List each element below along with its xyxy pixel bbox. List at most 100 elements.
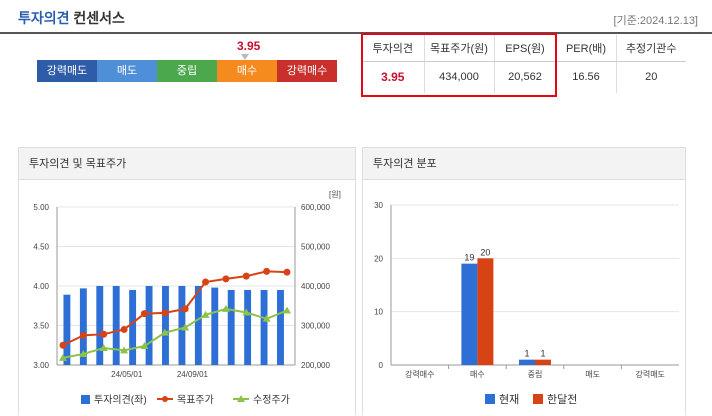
- header-opinion: 투자의견: [362, 35, 424, 62]
- page-title: 투자의견 컨센서스: [18, 10, 125, 26]
- x-tick-label: 강력매도: [635, 369, 664, 379]
- y-tick-label: 20: [374, 254, 383, 263]
- adjusted-price-line: [62, 307, 288, 359]
- legend-swatch-current: [485, 394, 495, 404]
- adjusted-price-point: [120, 346, 129, 354]
- target-price-point: [202, 278, 210, 286]
- x-tick-label: 24/05/01: [111, 370, 143, 379]
- y-left-tick-label: 4.00: [33, 282, 49, 291]
- x-tick-label: 24/09/01: [177, 370, 209, 379]
- y-right-tick-label: 200,000: [301, 361, 330, 370]
- y-left-tick-label: 3.50: [33, 322, 49, 331]
- opinion-bar: [260, 289, 268, 365]
- opinion-bar: [129, 289, 137, 365]
- y-tick-label: 10: [374, 308, 383, 317]
- opinion-bar: [145, 286, 153, 365]
- target-price-point: [79, 331, 87, 339]
- highlight-box: [361, 33, 557, 97]
- legend-label-target: 목표주가: [177, 394, 214, 406]
- right-panel-title: 투자의견 분포: [363, 148, 685, 180]
- value-eps: 20,562: [493, 61, 556, 93]
- y-right-unit: [원]: [329, 190, 341, 199]
- target-price-point: [59, 341, 67, 349]
- legend-label-month-ago: 한달전: [547, 393, 577, 406]
- opinion-bar: [211, 287, 219, 365]
- scale-segment-neutral: 중립: [157, 60, 217, 82]
- legend-label-adjusted: 수정주가: [253, 394, 290, 406]
- as-of-date: [기준:2024.12.13]: [613, 15, 698, 27]
- left-panel-title: 투자의견 및 목표주가: [19, 148, 355, 180]
- opinion-target-panel: 투자의견 및 목표주가 5.00 4.50 4.00 3.50 3.00 600,000 5…: [18, 147, 356, 415]
- month-ago-bar: [477, 258, 494, 365]
- legend-swatch-month-ago: [533, 394, 543, 404]
- opinion-bar: [178, 286, 186, 365]
- legend-swatch-opinion: [81, 395, 90, 404]
- y-left-tick-label: 3.00: [33, 361, 49, 370]
- y-left-tick-label: 5.00: [33, 203, 49, 212]
- opinion-distribution-panel: 투자의견 분포 30 20 10 0 강력매수 매수 19 20 중립 1 1 매도 강력매도 현재 한달전: [362, 147, 686, 415]
- consensus-summary-table: 투자의견 목표주가(원) EPS(원) PER(배) 추정기관수 3.95 43…: [362, 35, 686, 93]
- opinion-bar: [194, 286, 202, 365]
- target-price-point: [263, 267, 271, 275]
- adjusted-price-point: [242, 308, 251, 316]
- scale-segment-strong-sell: 강력매도: [37, 60, 97, 82]
- x-tick-label: 매수: [470, 370, 485, 379]
- opinion-scale: 3.95 강력매도 매도 중립 매수 강력매수: [37, 38, 337, 88]
- bar-value-label: 1: [524, 349, 529, 359]
- adjusted-price-point: [140, 342, 149, 350]
- x-tick-label: 강력매수: [405, 369, 434, 379]
- adjusted-price-point: [262, 314, 271, 322]
- adjusted-price-point: [181, 323, 190, 331]
- value-analyst-count: 20: [615, 61, 686, 93]
- adjusted-price-point: [221, 304, 230, 312]
- opinion-bar: [112, 286, 120, 365]
- current-bar: [461, 263, 478, 365]
- bar-value-label: 19: [464, 253, 474, 263]
- header-analyst-count: 추정기관수: [615, 35, 686, 62]
- opinion-bar: [63, 294, 71, 365]
- opinion-bar: [227, 289, 235, 365]
- target-price-point: [181, 305, 189, 313]
- opinion-bar: [277, 289, 284, 365]
- adjusted-price-point: [99, 344, 108, 352]
- scale-segment-buy: 매수: [217, 60, 277, 82]
- target-price-point: [100, 330, 108, 338]
- y-tick-label: 0: [379, 361, 384, 370]
- scale-segment-sell: 매도: [97, 60, 157, 82]
- target-price-point: [120, 325, 128, 333]
- score-arrow-icon: [241, 54, 249, 60]
- bar-value-label: 20: [480, 247, 490, 257]
- opinion-bar: [162, 286, 169, 365]
- value-per: 16.56: [555, 61, 616, 93]
- adjusted-price-point: [160, 328, 169, 336]
- title-bar: 투자의견 컨센서스 [기준:2024.12.13]: [0, 0, 712, 34]
- score-marker-label: 3.95: [237, 39, 261, 53]
- legend-marker-adjusted: [237, 395, 245, 402]
- month-ago-bar: [535, 359, 551, 365]
- current-bar: [519, 359, 535, 365]
- y-right-tick-label: 500,000: [301, 243, 330, 252]
- y-right-tick-label: 400,000: [301, 282, 330, 291]
- target-price-point: [161, 309, 169, 317]
- header-target-price: 목표주가(원): [423, 35, 494, 62]
- y-left-tick-label: 4.50: [33, 243, 49, 252]
- x-tick-label: 매도: [585, 370, 600, 379]
- header-eps: EPS(원): [493, 35, 556, 62]
- adjusted-price-point: [79, 349, 88, 357]
- value-opinion: 3.95: [381, 70, 405, 85]
- scale-segment-strong-buy: 강력매수: [277, 60, 337, 82]
- opinion-bar: [244, 289, 252, 365]
- target-price-point: [140, 310, 148, 318]
- header-per: PER(배): [555, 35, 616, 62]
- y-right-tick-label: 600,000: [301, 203, 330, 212]
- legend-label-opinion: 투자의견(좌): [94, 394, 147, 406]
- legend-label-current: 현재: [499, 393, 519, 406]
- target-price-point: [222, 275, 230, 283]
- opinion-bar: [79, 288, 87, 365]
- adjusted-price-point: [59, 353, 67, 361]
- target-price-point: [283, 268, 291, 276]
- y-right-tick-label: 300,000: [301, 322, 330, 331]
- opinion-target-chart: 5.00 4.50 4.00 3.50 3.00 600,000 500,000 400,00…: [33, 190, 341, 406]
- adjusted-price-point: [283, 306, 291, 314]
